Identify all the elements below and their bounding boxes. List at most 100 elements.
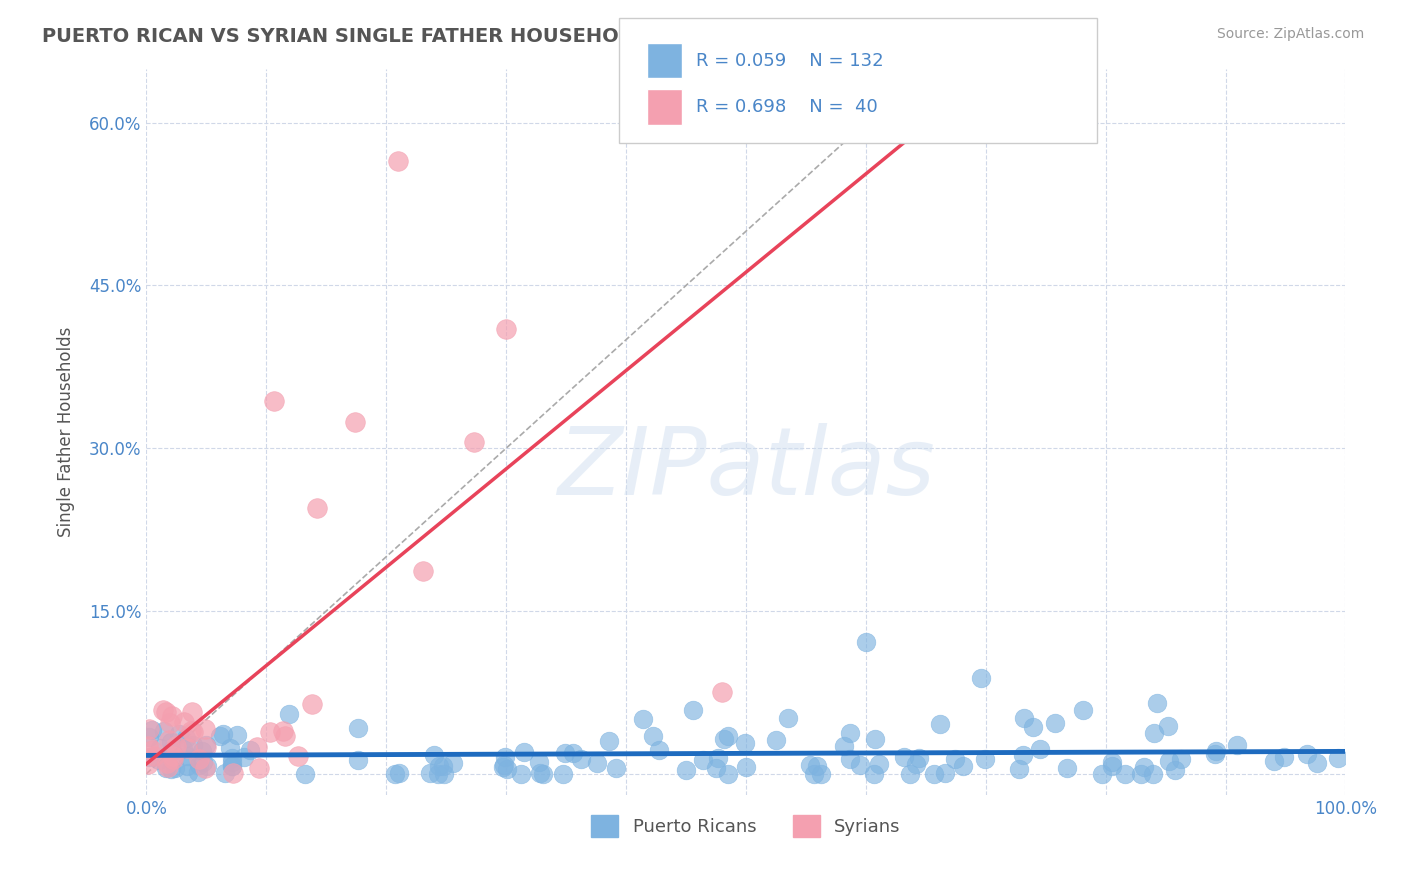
- Point: [924, 766, 946, 780]
- Point: [494, 750, 516, 764]
- Point: [412, 564, 434, 578]
- Point: [1146, 696, 1168, 710]
- Point: [494, 758, 516, 772]
- Point: [156, 760, 179, 774]
- Point: [277, 706, 299, 721]
- Point: [263, 393, 285, 408]
- Point: [181, 725, 204, 739]
- Point: [551, 766, 574, 780]
- Text: ZIPatlas: ZIPatlas: [557, 423, 935, 514]
- Point: [463, 435, 485, 450]
- Point: [1226, 738, 1249, 752]
- Point: [734, 760, 756, 774]
- Point: [675, 764, 697, 778]
- Point: [172, 741, 194, 756]
- Point: [214, 765, 236, 780]
- Point: [527, 755, 550, 769]
- Point: [1272, 750, 1295, 764]
- Point: [160, 762, 183, 776]
- Point: [1071, 703, 1094, 717]
- Point: [222, 765, 245, 780]
- Point: [159, 716, 181, 731]
- Point: [226, 728, 249, 742]
- Point: [162, 752, 184, 766]
- Point: [143, 748, 166, 763]
- Point: [692, 754, 714, 768]
- Point: [1101, 759, 1123, 773]
- Point: [259, 725, 281, 739]
- Point: [187, 752, 209, 766]
- Point: [1327, 751, 1350, 765]
- Point: [274, 730, 297, 744]
- Point: [1029, 742, 1052, 756]
- Point: [934, 765, 956, 780]
- Point: [868, 756, 890, 771]
- Point: [1157, 719, 1180, 733]
- Point: [952, 759, 974, 773]
- Point: [432, 759, 454, 773]
- Point: [148, 754, 170, 768]
- Point: [834, 739, 856, 753]
- Point: [863, 766, 886, 780]
- Point: [510, 766, 533, 780]
- Point: [492, 760, 515, 774]
- Point: [208, 729, 231, 743]
- Text: PUERTO RICAN VS SYRIAN SINGLE FATHER HOUSEHOLDS CORRELATION CHART: PUERTO RICAN VS SYRIAN SINGLE FATHER HOU…: [42, 27, 901, 45]
- Point: [970, 671, 993, 685]
- Point: [1022, 721, 1045, 735]
- Point: [717, 730, 740, 744]
- Point: [1142, 766, 1164, 780]
- Point: [177, 766, 200, 780]
- Point: [1056, 761, 1078, 775]
- Point: [193, 723, 215, 737]
- Point: [803, 766, 825, 780]
- Point: [496, 762, 519, 776]
- Point: [908, 751, 931, 765]
- Point: [141, 743, 163, 757]
- Point: [176, 748, 198, 763]
- Point: [138, 731, 160, 745]
- Point: [427, 759, 450, 773]
- Point: [1114, 766, 1136, 780]
- Point: [1159, 754, 1181, 768]
- Point: [347, 721, 370, 735]
- Point: [513, 745, 536, 759]
- Text: R = 0.698    N =  40: R = 0.698 N = 40: [696, 98, 877, 116]
- Point: [839, 726, 862, 740]
- Point: [155, 706, 177, 720]
- Point: [905, 756, 928, 771]
- Legend: Puerto Ricans, Syrians: Puerto Ricans, Syrians: [583, 808, 908, 845]
- Point: [863, 732, 886, 747]
- Point: [893, 749, 915, 764]
- Point: [943, 751, 966, 765]
- Point: [187, 764, 209, 779]
- Point: [156, 756, 179, 770]
- Point: [810, 766, 832, 780]
- Point: [195, 759, 218, 773]
- Point: [839, 752, 862, 766]
- Point: [160, 744, 183, 758]
- Point: [387, 153, 409, 168]
- Point: [1205, 744, 1227, 758]
- Point: [806, 758, 828, 772]
- Point: [531, 766, 554, 780]
- Point: [1043, 716, 1066, 731]
- Point: [682, 703, 704, 717]
- Point: [1008, 763, 1031, 777]
- Point: [221, 751, 243, 765]
- Point: [1143, 725, 1166, 739]
- Point: [648, 743, 671, 757]
- Point: [307, 501, 329, 516]
- Point: [1012, 711, 1035, 725]
- Point: [173, 714, 195, 729]
- Point: [167, 727, 190, 741]
- Point: [221, 759, 243, 773]
- Point: [631, 713, 654, 727]
- Point: [246, 739, 269, 754]
- Point: [717, 766, 740, 780]
- Point: [562, 746, 585, 760]
- Point: [247, 761, 270, 775]
- Point: [765, 733, 787, 747]
- Point: [162, 748, 184, 763]
- Point: [136, 756, 159, 771]
